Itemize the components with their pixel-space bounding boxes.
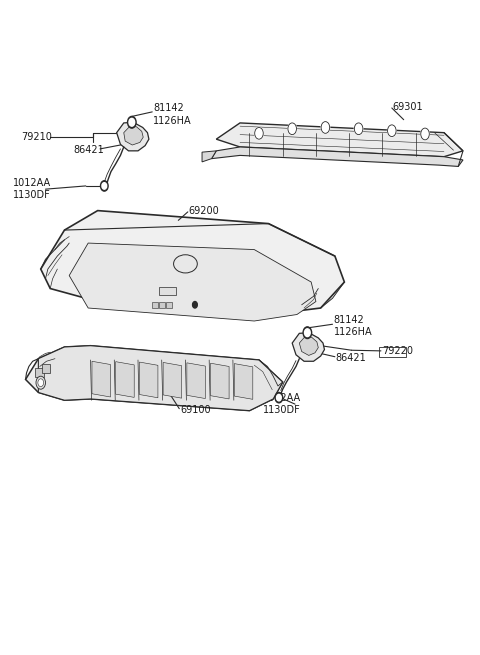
Ellipse shape xyxy=(174,255,197,273)
Circle shape xyxy=(354,123,363,135)
Polygon shape xyxy=(25,346,283,411)
Polygon shape xyxy=(211,364,229,399)
Circle shape xyxy=(275,392,283,403)
Polygon shape xyxy=(152,301,158,308)
Circle shape xyxy=(102,183,107,189)
Circle shape xyxy=(321,122,330,134)
Circle shape xyxy=(36,376,46,389)
Polygon shape xyxy=(163,362,181,398)
Text: 69100: 69100 xyxy=(180,405,211,415)
Polygon shape xyxy=(300,337,318,356)
Polygon shape xyxy=(202,151,216,162)
Circle shape xyxy=(100,181,108,191)
Text: 79210: 79210 xyxy=(21,132,52,142)
Polygon shape xyxy=(116,362,134,398)
Circle shape xyxy=(276,394,281,401)
Circle shape xyxy=(129,119,135,126)
Text: 69200: 69200 xyxy=(189,206,219,215)
Polygon shape xyxy=(117,122,149,151)
Polygon shape xyxy=(212,147,463,166)
Text: 79220: 79220 xyxy=(383,346,413,356)
Polygon shape xyxy=(292,333,324,362)
Text: 1012AA
1130DF: 1012AA 1130DF xyxy=(263,393,301,415)
Polygon shape xyxy=(38,346,283,411)
Polygon shape xyxy=(139,362,158,398)
Polygon shape xyxy=(42,364,50,373)
Text: 1012AA
1130DF: 1012AA 1130DF xyxy=(13,178,51,200)
Polygon shape xyxy=(216,123,463,157)
Polygon shape xyxy=(41,211,344,314)
Circle shape xyxy=(303,327,312,339)
Polygon shape xyxy=(159,288,176,295)
Text: 81142
1126HA: 81142 1126HA xyxy=(334,315,372,337)
Circle shape xyxy=(288,123,297,135)
Polygon shape xyxy=(69,243,316,321)
Circle shape xyxy=(38,379,44,386)
Polygon shape xyxy=(167,301,172,308)
Circle shape xyxy=(304,329,310,337)
Text: 86421: 86421 xyxy=(73,145,104,155)
Text: 81142
1126HA: 81142 1126HA xyxy=(153,103,192,126)
Circle shape xyxy=(255,128,263,139)
Circle shape xyxy=(192,301,197,308)
Polygon shape xyxy=(159,301,165,308)
Circle shape xyxy=(387,125,396,136)
Polygon shape xyxy=(187,363,205,398)
Text: 86421: 86421 xyxy=(336,353,367,363)
Circle shape xyxy=(421,128,429,140)
Polygon shape xyxy=(234,364,253,400)
Polygon shape xyxy=(35,367,44,377)
Circle shape xyxy=(128,117,136,128)
Polygon shape xyxy=(124,126,143,145)
Polygon shape xyxy=(92,362,110,397)
Text: 69301: 69301 xyxy=(393,102,423,112)
